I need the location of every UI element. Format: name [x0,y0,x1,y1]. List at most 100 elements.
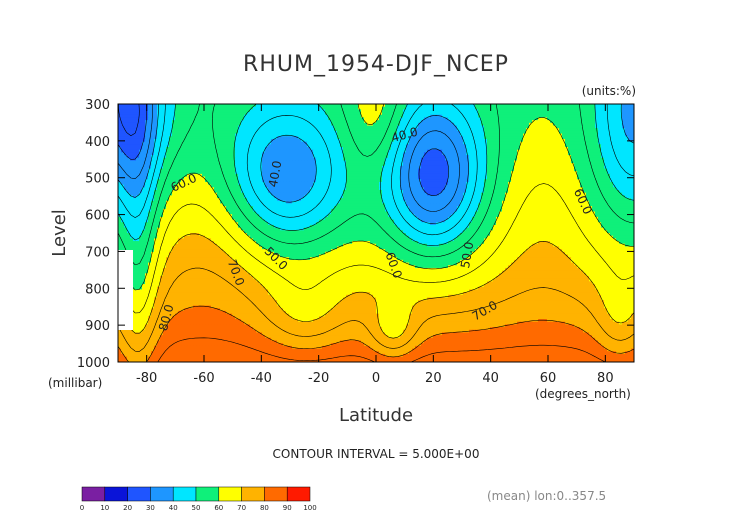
rh-cell [499,112,503,116]
rh-cell [505,112,509,116]
rh-cell [181,106,185,110]
rh-cell [310,112,314,116]
rh-cell [160,112,164,116]
rh-cell [532,106,536,110]
rh-cell [355,114,359,119]
rh-cell [121,104,125,108]
rh-cell [298,104,302,108]
rh-cell [529,112,533,116]
rh-cell [409,114,413,119]
rh-cell [238,112,242,116]
rh-cell [562,104,566,108]
rh-cell [565,104,569,108]
rh-cell [508,112,512,116]
rh-cell [613,104,617,108]
rh-cell [244,117,248,121]
rh-cell [583,109,587,113]
rh-cell [616,109,620,113]
rh-cell [622,112,626,116]
rh-cell [526,109,530,113]
rh-cell [523,109,527,113]
rh-cell [184,109,188,113]
rh-cell [448,109,452,113]
rh-cell [301,112,305,116]
rh-cell [613,109,617,113]
rh-cell [367,109,371,113]
rh-cell [607,104,611,108]
rh-cell [151,117,155,121]
rh-cell [484,104,488,108]
rh-cell [331,106,335,110]
rh-cell [328,109,332,113]
rh-cell [379,106,383,110]
rh-cell [520,106,524,110]
rh-cell [589,112,593,116]
rh-cell [430,112,434,116]
rh-cell [214,104,218,108]
rh-cell [280,106,284,110]
rh-cell [205,112,209,116]
rh-cell [427,106,431,110]
rh-cell [349,104,353,108]
rh-cell [229,104,233,108]
rh-cell [226,109,230,113]
rh-cell [520,114,524,119]
rh-cell [430,106,434,110]
rh-cell [136,114,140,119]
rh-cell [439,112,443,116]
rh-cell [127,117,131,121]
rh-cell [280,104,284,108]
rh-cell [529,106,533,110]
rh-cell [118,112,122,116]
rh-cell [370,104,374,108]
rh-cell [166,104,170,108]
rh-cell [184,114,188,119]
rh-cell [442,112,446,116]
rh-cell [595,104,599,108]
rh-cell [148,114,152,119]
rh-cell [535,112,539,116]
rh-cell [349,114,353,119]
rh-cell [277,112,281,116]
rh-cell [238,114,242,119]
rh-cell [244,112,248,116]
rh-cell [595,106,599,110]
rh-cell [190,114,194,119]
rh-cell [229,117,233,121]
rh-cell [385,106,389,110]
rh-cell [154,117,158,121]
rh-cell [607,112,611,116]
rh-cell [586,114,590,119]
rh-cell [313,109,317,113]
rh-cell [592,106,596,110]
rh-cell [343,109,347,113]
rh-cell [337,114,341,119]
rh-cell [295,104,299,108]
rh-cell [361,106,365,110]
rh-cell [370,112,374,116]
rh-cell [313,114,317,119]
rh-cell [202,109,206,113]
rh-cell [178,112,182,116]
rh-cell [382,109,386,113]
rh-cell [355,112,359,116]
rh-cell [346,112,350,116]
rh-cell [247,112,251,116]
rh-cell [349,106,353,110]
rh-cell [286,114,290,119]
rh-cell [397,112,401,116]
rh-cell [169,112,173,116]
rh-cell [202,117,206,121]
rh-cell [190,106,194,110]
rh-cell [316,104,320,108]
rh-cell [322,112,326,116]
rh-cell [157,117,161,121]
rh-cell [256,117,260,121]
rh-cell [424,106,428,110]
rh-cell [436,104,440,108]
rh-cell [244,114,248,119]
rh-cell [172,109,176,113]
rh-cell [400,104,404,108]
rh-cell [121,112,125,116]
rh-cell [265,109,269,113]
